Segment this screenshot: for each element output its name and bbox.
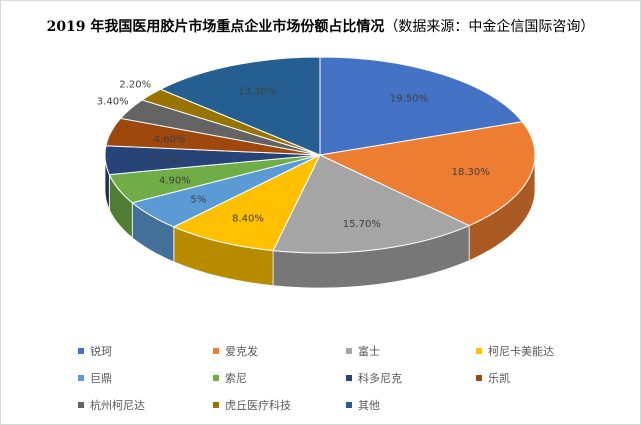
data-label-富士: 15.70% — [343, 219, 381, 230]
legend-label: 虎丘医疗科技 — [225, 399, 291, 412]
legend-item: 巨鼎 — [78, 370, 112, 386]
data-label-锐珂: 19.50% — [390, 93, 428, 104]
legend-item: 其他 — [346, 397, 380, 413]
pie-slice-爱克发 — [318, 121, 536, 227]
legend-label: 杭州柯尼达 — [90, 399, 145, 412]
pie-slice-柯尼卡美能达 — [172, 153, 322, 252]
legend-item: 爱克发 — [213, 343, 258, 359]
legend-swatch — [346, 402, 352, 408]
legend-item: 科多尼克 — [346, 370, 402, 386]
pie-top — [104, 56, 536, 254]
data-label-科多尼克: 4.70% — [150, 155, 182, 166]
legend-label: 巨鼎 — [90, 372, 112, 385]
legend-item: 虎丘医疗科技 — [213, 397, 291, 413]
pie-chart: 19.50% 18.30% 15.70% 8.40% 5% 4.90% 4.70% 4.60%… — [97, 56, 536, 289]
legend-item: 柯尼卡美能达 — [476, 343, 554, 359]
pie-slice-富士 — [272, 154, 471, 254]
legend-label: 科多尼克 — [358, 372, 402, 385]
chart-title-main: 2019 年我国医用胶片市场重点企业市场份额占比情况 — [46, 19, 385, 35]
data-label-杭州柯尼达: 3.40% — [97, 96, 129, 107]
legend-swatch — [476, 375, 482, 381]
legend-label: 爱克发 — [225, 345, 258, 358]
pie-slice-锐珂 — [319, 56, 524, 156]
legend-item: 索尼 — [213, 370, 247, 386]
legend-label: 索尼 — [225, 372, 247, 385]
legend-swatch — [78, 348, 84, 354]
legend-item: 富士 — [346, 343, 380, 359]
legend-swatch — [78, 375, 84, 381]
legend-swatch — [346, 348, 352, 354]
legend-label: 其他 — [358, 399, 380, 412]
legend-item: 乐凯 — [476, 370, 510, 386]
data-label-巨鼎: 5% — [190, 195, 206, 206]
legend-item: 锐珂 — [78, 343, 112, 359]
data-label-爱克发: 18.30% — [452, 167, 490, 178]
legend-label: 锐珂 — [90, 345, 112, 358]
legend-item: 杭州柯尼达 — [78, 397, 145, 413]
legend-label: 乐凯 — [488, 372, 510, 385]
data-label-其他: 13.30% — [238, 87, 276, 98]
legend-label: 富士 — [358, 345, 380, 358]
data-labels: 19.50% 18.30% 15.70% 8.40% 5% 4.90% 4.70% 4.60%… — [97, 79, 490, 230]
legend-swatch — [346, 375, 352, 381]
legend-label: 柯尼卡美能达 — [488, 345, 554, 358]
data-label-虎丘医疗科技: 2.20% — [119, 79, 151, 90]
legend-swatch — [476, 348, 482, 354]
legend-swatch — [213, 402, 219, 408]
legend-swatch — [213, 375, 219, 381]
data-label-柯尼卡美能达: 8.40% — [232, 214, 264, 225]
chart-title-source: （数据来源：中金企信国际咨询） — [384, 19, 595, 35]
data-label-乐凯: 4.60% — [154, 134, 186, 145]
data-label-索尼: 4.90% — [159, 176, 191, 187]
legend-swatch — [78, 402, 84, 408]
pie-slice-其他 — [159, 56, 321, 156]
legend-swatch — [213, 348, 219, 354]
chart-title: 2019 年我国医用胶片市场重点企业市场份额占比情况（数据来源：中金企信国际咨询… — [0, 16, 641, 36]
